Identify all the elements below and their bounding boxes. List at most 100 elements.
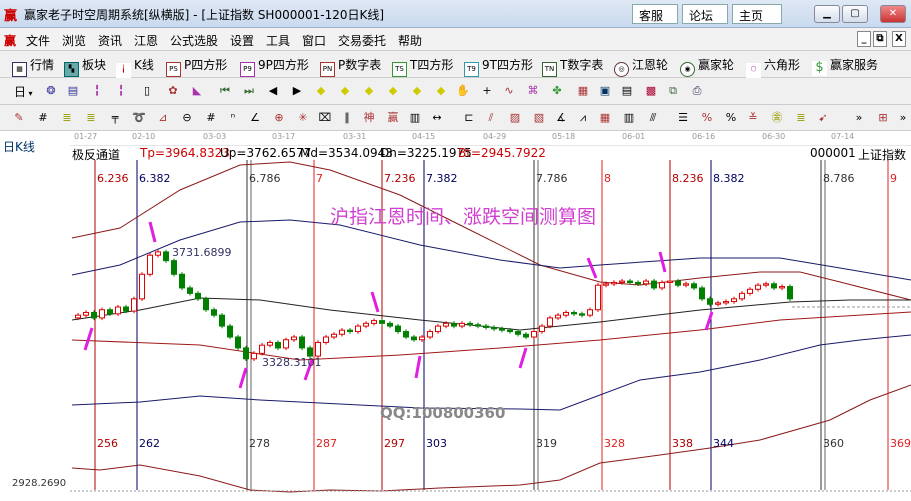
down-icon[interactable]: ◆ — [388, 84, 398, 97]
angle2-icon[interactable]: ∡ — [556, 111, 566, 124]
last-icon[interactable]: ⏭ — [244, 84, 254, 97]
forum-link[interactable]: 论坛 — [682, 4, 728, 24]
save-icon[interactable]: ▩ — [645, 84, 657, 97]
pen-icon[interactable]: ✎ — [14, 111, 24, 124]
angle-icon[interactable]: ∠ — [250, 111, 260, 124]
n2-icon[interactable]: ⁿ — [230, 111, 236, 124]
wave-icon[interactable]: ⩘ — [579, 111, 587, 124]
gann-wheel-button[interactable]: ◎ 江恩轮 — [614, 56, 668, 77]
sector-button[interactable]: ▚ 板块 — [64, 56, 106, 77]
bars2-icon[interactable]: ╏ — [117, 84, 125, 97]
menu-window[interactable]: 窗口 — [302, 34, 327, 48]
more-button[interactable]: » — [855, 111, 863, 124]
calendar-icon[interactable]: ▦ — [577, 84, 589, 97]
fan-icon[interactable]: ⊿ — [158, 111, 168, 124]
menu-browse[interactable]: 浏览 — [62, 34, 87, 48]
hexagon-button[interactable]: ⬡ 六角形 — [746, 56, 800, 78]
bars-icon[interactable]: ╏ — [93, 84, 101, 97]
right-icon[interactable]: ▶ — [292, 84, 302, 97]
slash-icon[interactable]: ⫻ — [649, 111, 657, 124]
9p-square-button[interactable]: P9 9P四方形 — [240, 56, 309, 77]
period-dropdown[interactable]: 日 ▾ — [14, 85, 33, 99]
kline-chart[interactable] — [0, 145, 911, 501]
expand-icon[interactable]: ◆ — [412, 84, 422, 97]
draw-icon[interactable]: ✿ — [168, 84, 178, 97]
target-icon[interactable]: ⊕ — [274, 111, 284, 124]
matrix-icon[interactable]: ▦ — [599, 111, 611, 124]
percent2-icon[interactable]: ≚ — [748, 111, 758, 124]
shrink-icon[interactable]: ◆ — [436, 84, 446, 97]
winner-wheel-button[interactable]: ◉ 赢家轮 — [680, 56, 734, 77]
p-number-table-button[interactable]: PN P数字表 — [320, 56, 381, 77]
menu-settings[interactable]: 设置 — [230, 34, 255, 48]
mdi-restore-button[interactable]: ⧉ — [873, 31, 887, 47]
menu-help[interactable]: 帮助 — [398, 34, 423, 48]
gold-icon[interactable]: ≣ — [62, 111, 72, 124]
rect-icon[interactable]: ⊏ — [464, 111, 474, 124]
pattern2-icon[interactable]: ✤ — [552, 84, 562, 97]
circle-icon[interactable]: ⊖ — [182, 111, 192, 124]
fib-icon[interactable]: ╤ — [111, 111, 119, 124]
winner-service-button[interactable]: $ 赢家服务 — [812, 56, 878, 76]
quotes-button[interactable]: ▦ 行情 — [12, 56, 54, 77]
menu-gann[interactable]: 江恩 — [134, 34, 159, 48]
measure-icon[interactable]: ↔ — [432, 111, 442, 124]
star-icon[interactable]: ✳ — [298, 111, 308, 124]
arrow-tool-icon[interactable]: ➹ — [818, 111, 828, 124]
percent-icon[interactable]: % — [725, 111, 737, 124]
homepage-link[interactable]: 主页 — [732, 4, 782, 24]
ruler-icon[interactable]: ☰ — [678, 111, 688, 124]
gann-fan-icon[interactable]: ⫽ — [488, 111, 494, 124]
gann-grid-icon[interactable]: ▧ — [533, 111, 545, 124]
mdi-close-button[interactable]: X — [892, 31, 906, 47]
line-tool-icon[interactable]: ∿ — [504, 84, 514, 97]
print-icon[interactable]: ⎙ — [692, 84, 702, 97]
t-square-button[interactable]: TS T四方形 — [392, 56, 453, 77]
left-icon[interactable]: ◀ — [268, 84, 278, 97]
document-icon[interactable]: ▤ — [67, 84, 79, 97]
menu-formula[interactable]: 公式选股 — [170, 34, 219, 48]
gann-box-icon[interactable]: ▨ — [509, 111, 521, 124]
kline-button[interactable]: ╽ K线 — [116, 56, 154, 78]
parallel-icon[interactable]: # — [38, 111, 48, 124]
up-icon[interactable]: ◆ — [364, 84, 374, 97]
comb-icon[interactable]: ▥ — [409, 111, 421, 124]
menu-file[interactable]: 文件 — [26, 34, 51, 48]
maximize-button[interactable]: ▢ — [842, 5, 868, 23]
close-button[interactable]: ✕ — [880, 5, 906, 23]
crosshair-icon[interactable]: + — [482, 84, 492, 97]
mdi-minimize-button[interactable]: _ — [857, 31, 871, 47]
calculator-icon[interactable]: ▣ — [599, 84, 611, 97]
zoom-out-icon[interactable]: ◆ — [340, 84, 350, 97]
gold2-icon[interactable]: ≣ — [86, 111, 96, 124]
zoom-in-icon[interactable]: ◆ — [316, 84, 326, 97]
grid-icon[interactable]: # — [206, 111, 216, 124]
report-icon[interactable]: ▤ — [621, 84, 633, 97]
layout-icon[interactable]: ⊞ — [878, 111, 888, 124]
t-number-table-button[interactable]: TN T数字表 — [542, 56, 603, 77]
matrix2-icon[interactable]: ▥ — [623, 111, 635, 124]
win-icon[interactable]: 赢 — [387, 111, 399, 124]
minimize-button[interactable]: ▁ — [814, 5, 840, 23]
menu-trade[interactable]: 交易委托 — [338, 34, 387, 48]
p-square-button[interactable]: PS P四方形 — [166, 56, 227, 77]
flag-icon[interactable]: ◣ — [192, 84, 202, 97]
network-icon[interactable]: ⧉ — [669, 84, 677, 97]
gold-line-icon[interactable]: ≣ — [796, 111, 806, 124]
percent-line-icon[interactable]: % — [701, 111, 713, 124]
9t-square-button[interactable]: T9 9T四方形 — [464, 56, 533, 77]
first-icon[interactable]: ⏮ — [220, 84, 230, 97]
spiral-icon[interactable]: ➰ — [132, 111, 146, 124]
customer-service-link[interactable]: 客服 — [632, 4, 678, 24]
chart-style-icon[interactable]: ❂ — [46, 84, 56, 97]
more2-button[interactable]: » — [899, 111, 907, 124]
menu-tools[interactable]: 工具 — [266, 34, 291, 48]
gold-circle-icon[interactable]: ㊎ — [771, 111, 783, 124]
hand-icon[interactable]: ✋ — [456, 84, 470, 97]
lines-icon[interactable]: ∥ — [344, 111, 350, 124]
box-icon[interactable]: ⌧ — [318, 111, 332, 124]
god-icon[interactable]: 神 — [363, 111, 375, 124]
menu-news[interactable]: 资讯 — [98, 34, 123, 48]
pattern-icon[interactable]: ⌘ — [527, 84, 539, 97]
candle-icon[interactable]: ▯ — [143, 84, 151, 97]
